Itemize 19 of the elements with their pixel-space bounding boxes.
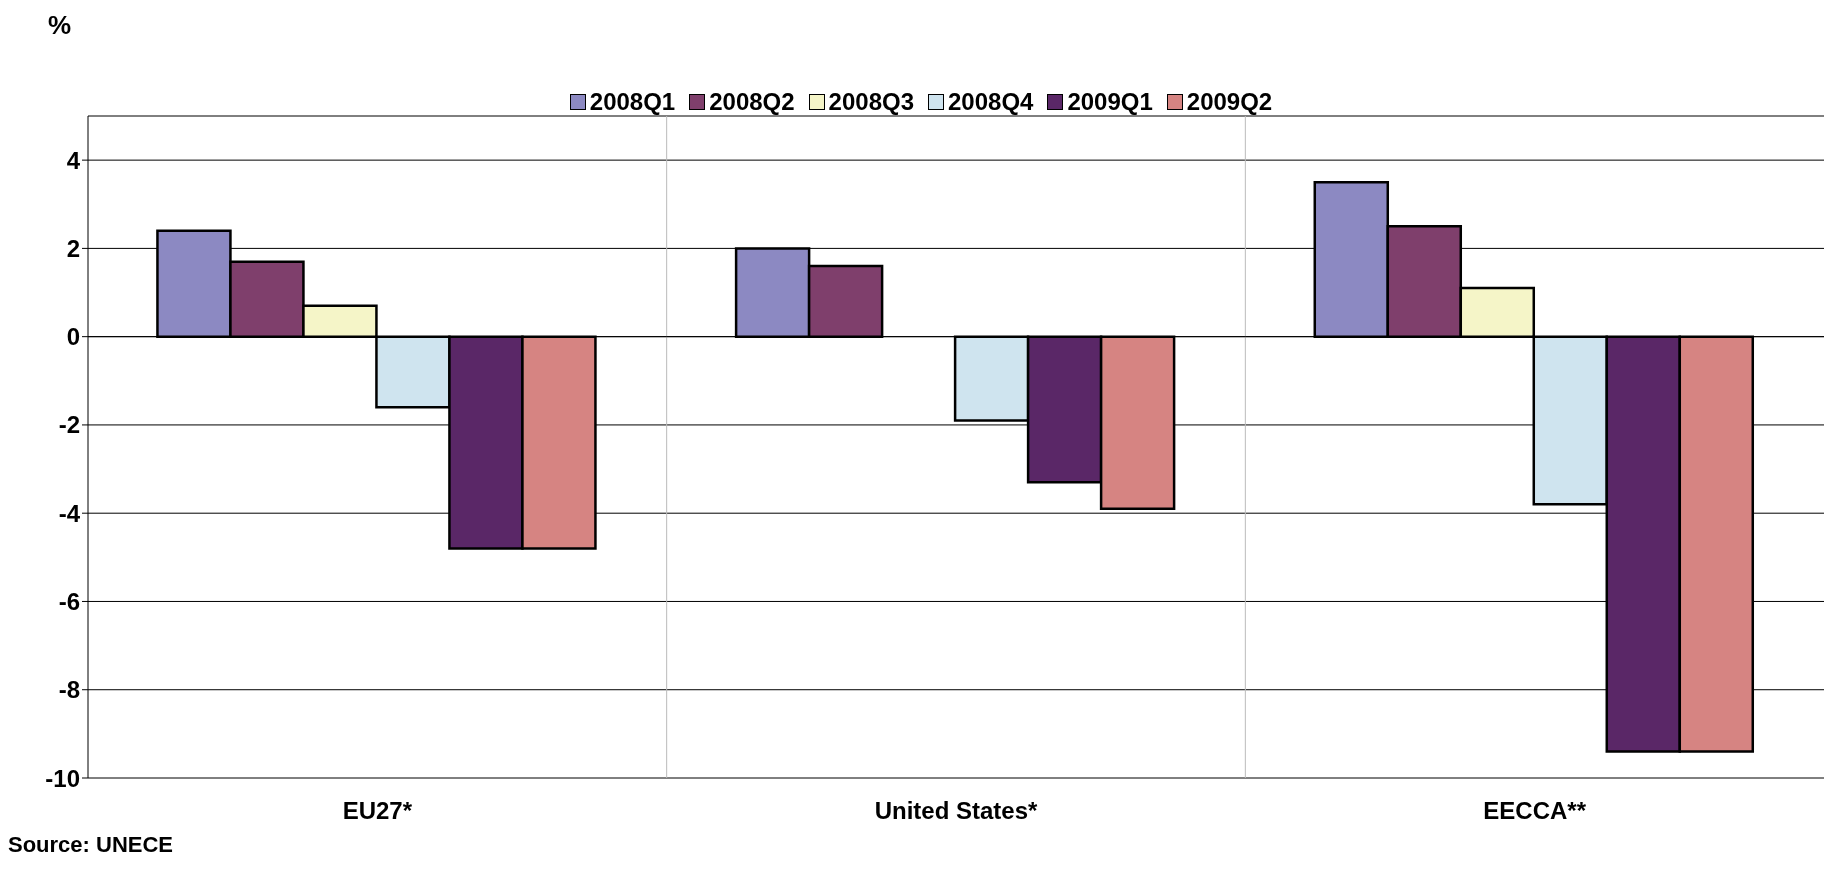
legend-label: 2009Q2: [1185, 88, 1273, 116]
y-axis-title: %: [48, 10, 72, 41]
legend-label: 2009Q1: [1066, 88, 1153, 116]
legend-label: 2008Q2: [708, 88, 795, 116]
x-tick-label: United States*: [874, 797, 1039, 825]
legend-label: 2008Q4: [947, 88, 1034, 116]
legend-label: 2008Q1: [588, 88, 676, 116]
y-tick-label: -6: [58, 587, 80, 615]
y-tick-label: -2: [58, 411, 80, 439]
source-note: Source: UNECE: [8, 832, 174, 858]
y-tick-label: 0: [66, 323, 80, 351]
y-tick-label: -4: [58, 499, 81, 527]
y-tick-label: 4: [66, 146, 81, 174]
y-tick-label: -10: [45, 764, 80, 792]
x-tick-label: EECCA**: [1483, 797, 1587, 825]
x-tick-label: EU27*: [342, 797, 413, 825]
legend-label: 2008Q3: [827, 88, 914, 116]
y-tick-label: -8: [58, 676, 80, 704]
y-tick-label: 2: [66, 234, 80, 262]
